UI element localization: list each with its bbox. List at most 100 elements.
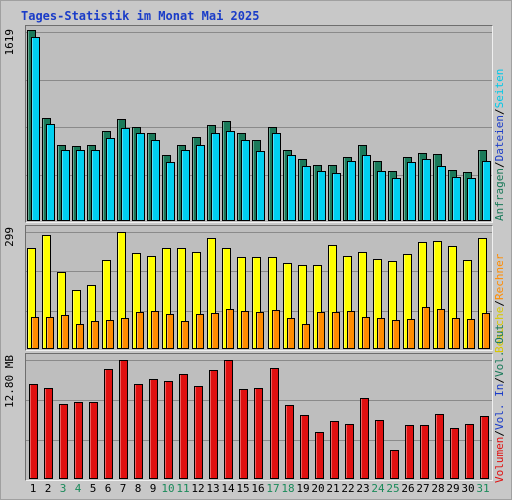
bar-rechner-7-fill (121, 318, 129, 349)
bar-dateien-30-fill (467, 178, 476, 221)
bar-rechner-19-fill (302, 324, 310, 349)
bar-rechner-16 (256, 312, 264, 349)
bar-dateien-3 (61, 150, 70, 221)
bar-rechner-25-fill (392, 320, 400, 349)
x-tick-label-25: 25 (386, 482, 400, 495)
bar-volumen-27-fill (420, 425, 429, 479)
bar-rechner-11-fill (181, 321, 189, 349)
ymax-requests: 1619 (3, 29, 16, 56)
bar-volumen-13 (209, 370, 218, 479)
bar-rechner-16-fill (256, 312, 264, 349)
bar-dateien-31-fill (482, 161, 491, 221)
bar-rechner-11 (181, 321, 189, 349)
bar-volumen-29 (450, 428, 459, 479)
bar-dateien-18 (287, 155, 296, 221)
x-tick-label-26: 26 (401, 482, 415, 495)
bar-rechner-21 (332, 312, 340, 349)
x-tick-label-1: 1 (29, 482, 37, 495)
bar-dateien-11 (181, 150, 190, 221)
bar-dateien-6-fill (106, 138, 115, 221)
bar-dateien-1-fill (31, 37, 40, 221)
bar-dateien-23 (362, 155, 371, 221)
bar-rechner-7 (121, 318, 129, 349)
bar-volumen-7-fill (119, 360, 128, 479)
legend-sep: / (493, 108, 506, 116)
bar-rechner-15-fill (241, 311, 249, 349)
bar-dateien-10-fill (166, 162, 175, 221)
bar-dateien-22 (347, 161, 356, 221)
bar-volumen-21-fill (330, 421, 339, 479)
bar-dateien-28 (437, 166, 446, 221)
bar-volumen-6 (104, 369, 113, 479)
bar-rechner-22-fill (347, 311, 355, 349)
bar-rechner-1-fill (31, 317, 39, 349)
bar-dateien-7-fill (121, 128, 130, 221)
legend-volume: Volumen/Vol. In/Vol. Out (493, 324, 511, 483)
bar-dateien-26 (407, 162, 416, 221)
bar-dateien-6 (106, 138, 115, 221)
bar-volumen-12-fill (194, 386, 203, 479)
x-tick-label-8: 8 (134, 482, 142, 495)
bar-dateien-21 (332, 173, 341, 221)
bar-dateien-25-fill (392, 178, 401, 221)
bar-volumen-16-fill (254, 388, 263, 479)
bar-rechner-27-fill (422, 307, 430, 349)
x-tick-label-23: 23 (356, 482, 370, 495)
x-tick-label-3: 3 (59, 482, 67, 495)
bar-volumen-21 (330, 421, 339, 479)
x-tick-label-2: 2 (44, 482, 52, 495)
x-tick-label-28: 28 (431, 482, 445, 495)
bar-volumen-31 (480, 416, 489, 479)
visits-chart (26, 232, 492, 349)
bar-dateien-7 (121, 128, 130, 221)
bar-rechner-27 (422, 307, 430, 349)
bar-rechner-5-fill (91, 321, 99, 349)
bar-rechner-15 (241, 311, 249, 349)
bar-volumen-8 (134, 384, 143, 479)
bar-dateien-27-fill (422, 159, 431, 221)
bar-volumen-20-fill (315, 432, 324, 479)
bar-dateien-8-fill (136, 133, 145, 221)
x-tick-label-4: 4 (74, 482, 82, 495)
x-tick-label-5: 5 (89, 482, 97, 495)
bar-dateien-24 (377, 171, 386, 221)
x-tick-label-9: 9 (149, 482, 157, 495)
bar-rechner-28-fill (437, 309, 445, 349)
bar-volumen-9 (149, 379, 158, 479)
x-tick-label-30: 30 (461, 482, 475, 495)
bar-volumen-8-fill (134, 384, 143, 479)
bar-volumen-5-fill (89, 402, 98, 479)
bar-volumen-17-fill (270, 368, 279, 479)
bar-volumen-12 (194, 386, 203, 479)
bar-volumen-24 (375, 420, 384, 479)
legend-vol-in: Vol. In (493, 383, 506, 431)
x-tick-label-16: 16 (251, 482, 265, 495)
x-tick-label-31: 31 (476, 482, 490, 495)
bar-volumen-11-fill (179, 374, 188, 479)
bar-rechner-14 (226, 309, 234, 349)
x-tick-label-18: 18 (281, 482, 295, 495)
x-tick-label-11: 11 (176, 482, 190, 495)
bar-dateien-10 (166, 162, 175, 221)
bar-volumen-18 (285, 405, 294, 479)
bar-rechner-20 (317, 312, 325, 349)
bar-rechner-3 (61, 315, 69, 349)
x-tick-label-24: 24 (371, 482, 385, 495)
bar-rechner-8 (136, 312, 144, 349)
bar-rechner-12-fill (196, 314, 204, 349)
bar-dateien-30 (467, 178, 476, 221)
bar-volumen-10 (164, 381, 173, 479)
bar-volumen-5 (89, 402, 98, 479)
bar-rechner-26 (407, 319, 415, 349)
bar-rechner-30-fill (467, 319, 475, 349)
panel-visits (25, 225, 493, 351)
bar-volumen-13-fill (209, 370, 218, 479)
bar-rechner-14-fill (226, 309, 234, 349)
bar-volumen-25-fill (390, 450, 399, 479)
bar-rechner-17 (272, 310, 280, 349)
bar-rechner-13 (211, 313, 219, 349)
bar-dateien-25 (392, 178, 401, 221)
bar-volumen-20 (315, 432, 324, 479)
bar-dateien-22-fill (347, 161, 356, 221)
bar-volumen-3 (59, 404, 68, 479)
